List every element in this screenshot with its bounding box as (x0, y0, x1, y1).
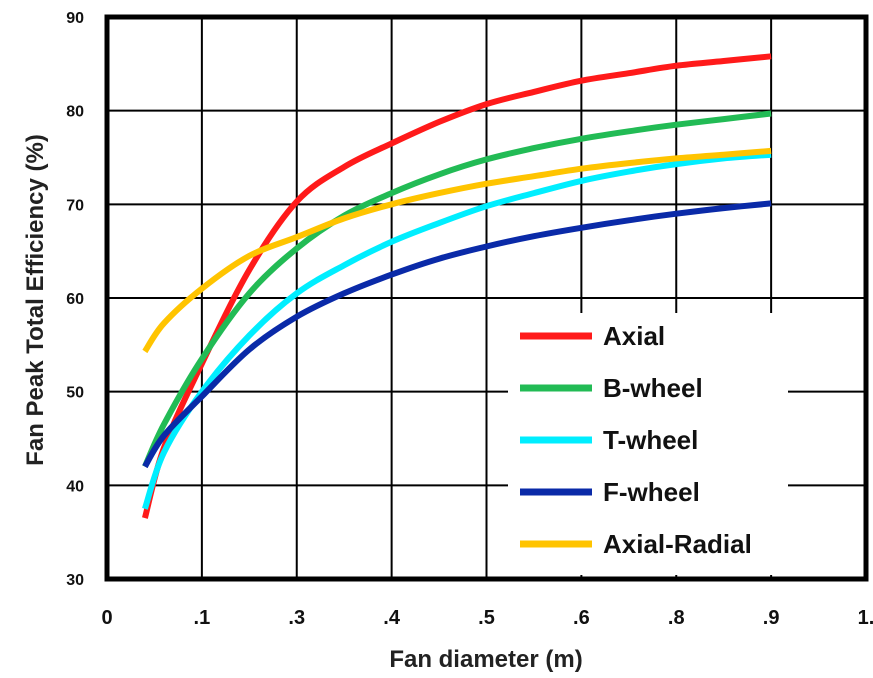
legend-label-b-wheel: B-wheel (603, 373, 703, 403)
x-tick-label: .4 (383, 607, 401, 629)
y-tick-label: 70 (66, 197, 84, 214)
x-tick-label: .6 (573, 607, 590, 629)
x-axis-label: Fan diameter (m) (389, 646, 582, 673)
y-tick-label: 90 (66, 10, 84, 27)
series-line-f-wheel (142, 200, 772, 469)
y-tick-label: 30 (66, 572, 84, 589)
y-tick-label: 60 (66, 291, 84, 308)
series-line-t-wheel (142, 151, 772, 510)
plot-frame (104, 14, 869, 582)
series-line-axial-radial (142, 147, 772, 354)
x-tick-label: .5 (478, 607, 495, 629)
legend-label-axial: Axial (603, 321, 665, 351)
grid-lines (107, 17, 866, 579)
y-axis-label: Fan Peak Total Efficiency (%) (22, 134, 49, 466)
y-tick-label: 40 (66, 478, 84, 495)
y-tick-label: 80 (66, 104, 84, 121)
legend: Axial B-wheel T-wheel F-wheel Axial-Radial (508, 313, 788, 575)
x-tick-label: .3 (288, 607, 305, 629)
x-tick-label: 1. (858, 607, 873, 629)
x-tick-label: 0 (101, 607, 112, 629)
x-tick-label: .8 (668, 607, 685, 629)
legend-label-t-wheel: T-wheel (603, 425, 698, 455)
legend-label-axial-radial: Axial-Radial (603, 529, 752, 559)
legend-background (508, 313, 788, 575)
y-tick-labels: 30 40 50 60 70 80 90 (66, 10, 84, 589)
y-tick-label: 50 (66, 385, 84, 402)
series-lines (142, 53, 772, 519)
x-tick-label: .9 (763, 607, 780, 629)
x-tick-label: .1 (194, 607, 211, 629)
x-tick-labels: 0 .1 .3 .4 .5 .6 .8 .9 1. (101, 607, 873, 629)
series-line-b-wheel (142, 110, 772, 468)
legend-label-f-wheel: F-wheel (603, 477, 700, 507)
